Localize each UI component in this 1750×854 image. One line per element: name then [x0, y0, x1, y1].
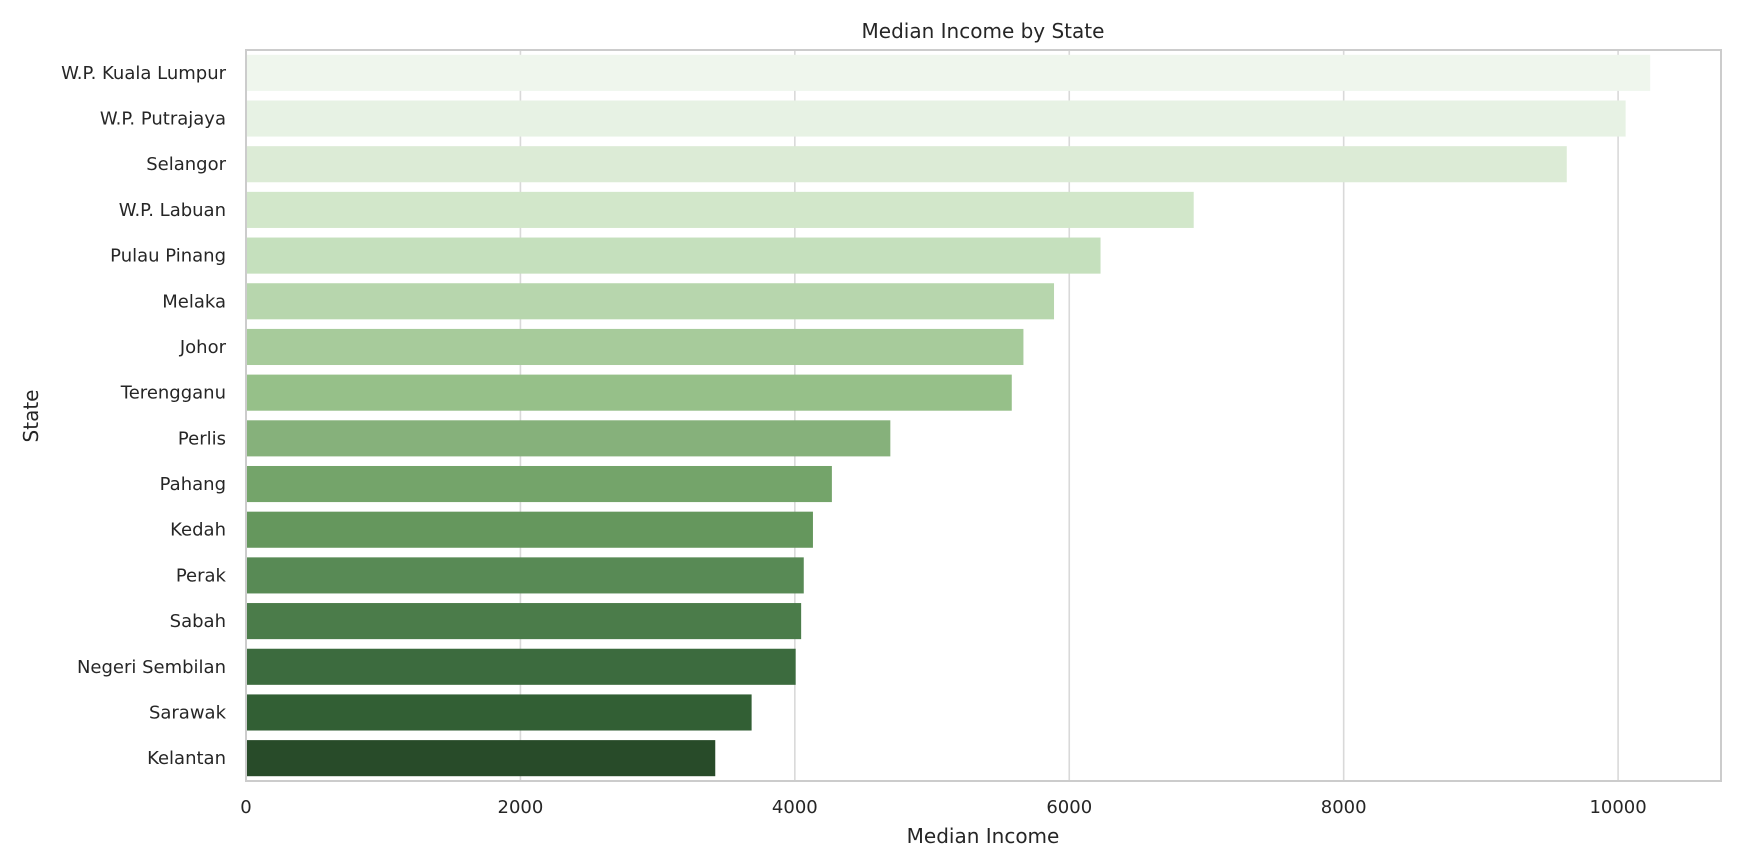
bar-w-p-labuan: [246, 191, 1194, 228]
x-tick-labels: 0 2000 4000 6000 8000 10000: [240, 797, 1646, 818]
bar-w-p-kuala-lumpur: [246, 54, 1651, 91]
y-tick-label: Kedah: [170, 520, 226, 541]
y-tick-label: Johor: [179, 337, 227, 358]
y-tick-label: W.P. Kuala Lumpur: [61, 63, 227, 84]
y-tick-label: Sabah: [170, 611, 226, 632]
y-tick-label: Sarawak: [149, 702, 227, 723]
x-tick-label: 8000: [1321, 797, 1367, 818]
bar-melaka: [246, 283, 1055, 320]
bar-w-p-putrajaya: [246, 100, 1626, 137]
x-tick-label: 0: [240, 797, 251, 818]
x-tick-label: 6000: [1046, 797, 1092, 818]
bar-perlis: [246, 420, 891, 457]
y-tick-label: Pahang: [160, 474, 226, 495]
y-tick-label: W.P. Putrajaya: [100, 109, 226, 130]
y-tick-label: Pulau Pinang: [110, 246, 226, 267]
chart-title: Median Income by State: [862, 19, 1105, 43]
x-tick-label: 10000: [1589, 797, 1646, 818]
y-tick-label: Melaka: [162, 291, 226, 312]
y-tick-label: Negeri Sembilan: [77, 657, 226, 678]
bar-perak: [246, 557, 804, 594]
y-tick-label: Kelantan: [147, 748, 226, 769]
bar-kedah: [246, 511, 813, 548]
x-tick-label: 2000: [498, 797, 544, 818]
bar-terengganu: [246, 374, 1012, 411]
bar-kelantan: [246, 740, 716, 777]
bar-johor: [246, 328, 1024, 366]
y-tick-label: Selangor: [146, 154, 226, 175]
plot-frame: [245, 49, 1722, 782]
y-tick-labels: W.P. Kuala Lumpur W.P. Putrajaya Selangor W…: [61, 63, 227, 769]
bar-negeri-sembilan: [246, 648, 796, 685]
x-axis-label: Median Income: [907, 824, 1060, 848]
bars: [246, 54, 1651, 777]
bar-selangor: [246, 146, 1567, 183]
y-tick-label: W.P. Labuan: [119, 200, 226, 221]
bar-sabah: [246, 603, 802, 640]
y-axis-label: State: [19, 390, 43, 443]
y-tick-label: Terengganu: [120, 383, 226, 404]
bar-pahang: [246, 465, 832, 503]
x-tick-label: 4000: [772, 797, 818, 818]
bar-pulau-pinang: [246, 237, 1101, 274]
y-tick-label: Perak: [176, 565, 227, 586]
y-tick-label: Perlis: [178, 428, 226, 449]
bar-sarawak: [246, 694, 752, 731]
